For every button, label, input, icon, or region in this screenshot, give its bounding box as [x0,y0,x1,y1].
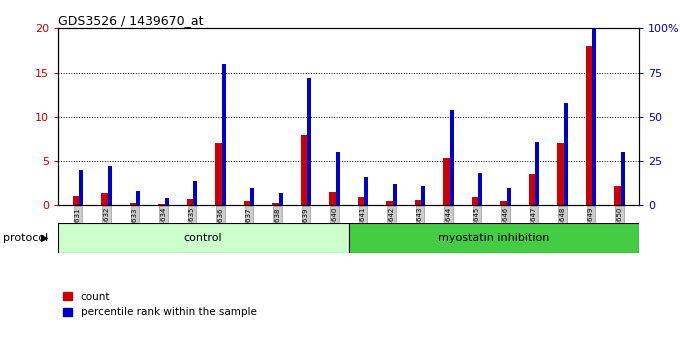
Bar [564,103,568,205]
Text: GSM344645: GSM344645 [474,207,480,249]
Legend: count, percentile rank within the sample: count, percentile rank within the sample [63,292,256,317]
Text: GSM344650: GSM344650 [616,207,622,250]
Text: GSM344640: GSM344640 [331,207,337,250]
Text: GSM344643: GSM344643 [417,207,423,250]
Bar [243,201,251,205]
Text: GSM344632: GSM344632 [103,207,109,250]
Text: GSM344633: GSM344633 [132,207,138,250]
Bar [507,188,511,205]
Text: GSM344646: GSM344646 [503,207,508,250]
Text: GSM344647: GSM344647 [531,207,537,250]
Text: GSM344631: GSM344631 [75,207,81,250]
Bar [307,78,311,205]
Text: GSM344635: GSM344635 [189,207,194,250]
Bar [335,152,340,205]
Bar [79,170,84,205]
Text: control: control [184,233,222,243]
Bar [222,64,226,205]
Text: GSM344642: GSM344642 [388,207,394,249]
Text: myostatin inhibition: myostatin inhibition [438,233,549,243]
Bar [621,152,625,205]
Bar [443,158,450,205]
Bar [535,142,539,205]
Text: GDS3526 / 1439670_at: GDS3526 / 1439670_at [58,14,203,27]
Bar [529,175,536,205]
Bar [585,46,593,205]
Text: GSM344648: GSM344648 [559,207,565,250]
Bar [187,199,194,205]
Bar [107,166,112,205]
Bar [130,202,137,205]
Bar [165,198,169,205]
Bar [614,186,622,205]
Bar [193,181,197,205]
Bar [358,198,365,205]
Bar [136,191,140,205]
Bar [58,223,348,253]
Text: ▶: ▶ [41,233,49,243]
Text: GSM344638: GSM344638 [274,207,280,250]
Text: GSM344639: GSM344639 [303,207,309,250]
Bar [348,223,639,253]
Bar [101,193,108,205]
Bar [500,201,507,205]
Text: GSM344644: GSM344644 [445,207,452,249]
Bar [386,201,394,205]
Bar [421,186,425,205]
Text: protocol: protocol [3,233,49,243]
Bar [392,184,397,205]
Bar [216,143,222,205]
Bar [73,196,80,205]
Bar [329,192,337,205]
Bar [449,110,454,205]
Text: GSM344634: GSM344634 [160,207,166,250]
Bar [592,28,596,205]
Bar [472,198,479,205]
Bar [250,188,254,205]
Text: GSM344636: GSM344636 [217,207,223,250]
Bar [158,204,165,205]
Bar [364,177,369,205]
Text: GSM344649: GSM344649 [588,207,594,250]
Bar [558,143,564,205]
Bar [301,135,308,205]
Bar [415,200,422,205]
Bar [478,173,482,205]
Bar [272,202,279,205]
Text: GSM344641: GSM344641 [360,207,366,250]
Text: GSM344637: GSM344637 [245,207,252,250]
Bar [279,193,283,205]
